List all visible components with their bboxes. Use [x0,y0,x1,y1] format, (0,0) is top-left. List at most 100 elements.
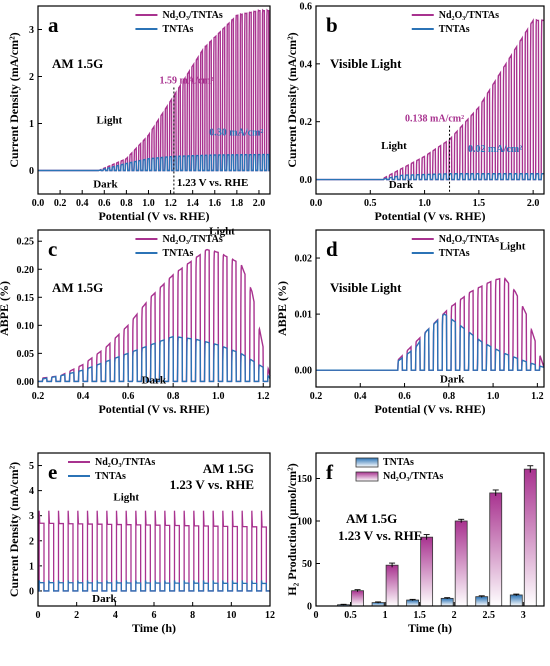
x-tick-label: 1.0 [212,391,225,402]
legend-swatch [355,457,379,468]
x-tick-label: 2 [452,610,457,621]
y-tick-label: 0.00 [295,366,313,377]
legend-entry: TNTAs [439,24,470,35]
bar [489,492,503,607]
series-1 [38,580,270,592]
legend: TNTAs Nd₂O₃/TNTAs [355,457,443,482]
x-tick-label: 0.4 [354,391,367,402]
x-tick-label: 0.4 [76,198,89,209]
y-axis-label: ABPE (%) [0,281,11,336]
x-tick-label: 0.8 [120,198,133,209]
x-tick-label: 1.8 [231,198,244,209]
y-tick-label: 1 [29,119,34,130]
bar [454,520,468,607]
plot-area [38,510,270,592]
y-axis-label: H₂ Production (μmol/cm²) [285,463,299,595]
x-tick-label: 1.2 [164,198,177,209]
x-tick-label: 0 [36,610,41,621]
condition-label-2: 1.23 V vs. RHE [338,528,422,543]
panel-letter: d [326,237,338,261]
x-tick-label: 4 [113,610,118,621]
condition-label: AM 1.5G [203,461,254,476]
x-tick-label: 0.0 [310,198,323,209]
condition-label: Visible Light [330,56,402,71]
y-tick-label: 100 [297,517,312,528]
x-tick-label: 0 [314,610,319,621]
x-tick-label: 6 [152,610,157,621]
panel-d: 0.2 0.4 0.6 0.8 1.0 1.2 0.00 0.01 0.02 Potential … [275,229,545,416]
y-tick-label: 0.01 [295,310,313,321]
legend-entry: TNTAs [162,248,193,259]
y-axis-label: Current Density (mA/cm²) [7,32,21,167]
panel-letter: c [48,237,57,261]
x-axis-label: Time (h) [408,621,452,635]
x-axis-label: Potential (V vs. RHE) [374,402,485,416]
axes-frame [315,452,545,607]
x-tick-label: 1 [383,610,388,621]
x-tick-label: 3 [521,610,526,621]
plot-area [337,465,537,607]
x-tick-label: 0.6 [122,391,135,402]
bar [406,599,420,607]
y-tick-label: 0 [29,166,34,177]
annotation: Dark [440,374,465,386]
y-tick-label: 0 [307,602,312,613]
bar [523,468,537,607]
axes-frame [37,229,271,388]
axes-frame [315,229,545,388]
x-axis-label: Potential (V vs. RHE) [374,209,485,223]
y-tick-label: 0 [29,586,34,597]
x-tick-label: 0.6 [398,391,411,402]
legend: Nd₂O₃/TNTAs TNTAs [68,457,155,482]
x-tick-label: 8 [190,610,195,621]
bar [509,594,523,607]
y-tick-label: 0.05 [17,349,35,360]
panel-b: 0.0 0.5 1.0 1.5 2.0 0.0 0.2 0.4 0.6 Potential (V … [285,2,545,223]
x-tick-label: 0.5 [364,198,377,209]
bar [385,564,399,607]
panel-letter: b [326,13,338,37]
legend: Nd₂O₃/TNTAs TNTAs [411,10,499,35]
x-tick-label: 1.4 [186,198,199,209]
annotation: 1.59 mA/cm² [160,76,214,87]
panel-letter: f [326,460,334,484]
bar [420,536,434,607]
series-0 [38,248,271,383]
x-tick-label: 0.6 [98,198,111,209]
axes-frame [315,5,545,195]
legend-swatch [355,471,379,482]
y-tick-label: 5 [29,461,34,472]
y-axis-label: Current Density (mA/cm²) [285,32,299,167]
y-tick-label: 4 [29,486,34,497]
x-tick-label: 1.2 [531,391,544,402]
x-tick-label: 1.0 [142,198,155,209]
legend-entry: Nd₂O₃/TNTAs [95,457,155,468]
series-0 [316,18,544,181]
annotation: Light [113,492,139,504]
x-tick-label: 0.8 [443,391,456,402]
legend-entry: Nd₂O₃/TNTAs [162,10,222,21]
annotation: Dark [92,593,117,605]
y-tick-label: 3 [29,25,34,36]
series-line [38,580,270,592]
annotation: Light [500,241,526,253]
bar [351,590,364,607]
bar [475,596,489,607]
legend-entry: Nd₂O₃/TNTAs [439,234,499,245]
x-axis-label: Potential (V vs. RHE) [98,402,209,416]
panel-c: 0.2 0.4 0.6 0.8 1.0 1.2 0.00 0.05 0.10 0.15 0.20 0.… [0,225,271,416]
series-1 [38,153,270,172]
x-tick-label: 2.0 [253,198,266,209]
x-tick-label: 0.2 [54,198,67,209]
legend-entry: TNTAs [162,24,193,35]
x-tick-label: 0.4 [77,391,90,402]
series-line [316,313,545,371]
plot-area [38,248,271,383]
x-tick-label: 0.2 [310,391,323,402]
panel-letter: e [48,460,57,484]
y-tick-label: 1 [29,561,34,572]
x-tick-label: 1.6 [209,198,222,209]
condition-label: AM 1.5G [346,511,397,526]
annotation: 0.138 mA/cm² [405,114,464,125]
annotation: Dark [93,178,118,190]
